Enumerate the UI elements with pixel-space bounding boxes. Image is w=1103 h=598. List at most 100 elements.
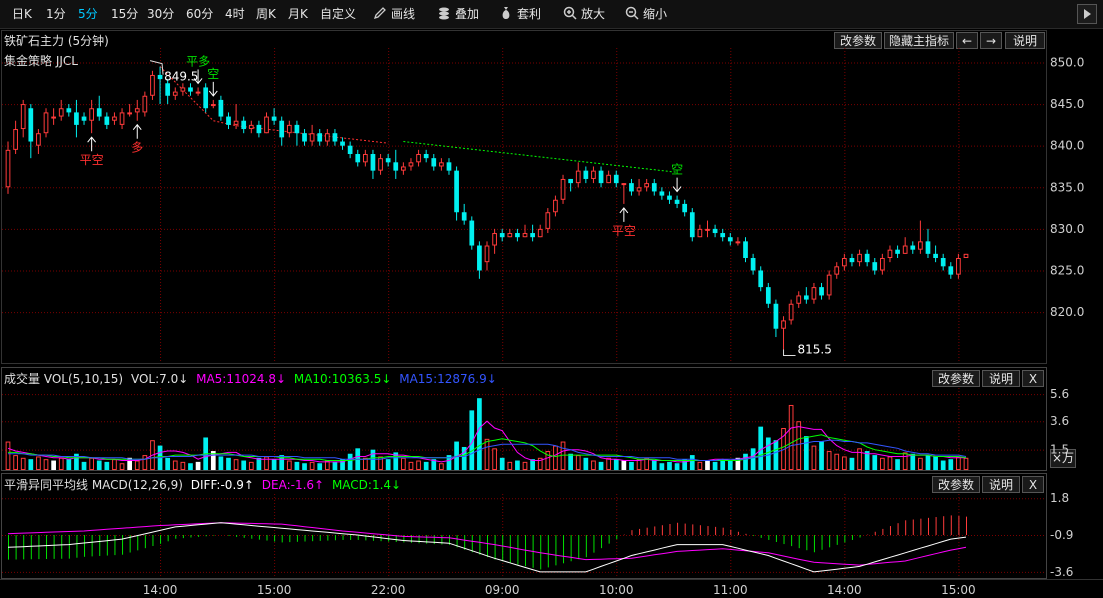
main-btn-4[interactable]: 说明 [1005, 32, 1045, 49]
macd-btn-2[interactable]: X [1022, 476, 1044, 493]
volume-bar [309, 461, 315, 471]
period-tab-9[interactable]: 自定义 [320, 7, 357, 21]
candle-body [423, 154, 429, 159]
volume-bar [89, 457, 94, 471]
candle-body [697, 228, 703, 238]
volume-bar [271, 459, 277, 470]
candle-body [195, 91, 201, 94]
vol-ma15: MA15:12876.9↓ [399, 372, 497, 386]
red-trend-line [159, 66, 389, 144]
vol-value: VOL:7.0↓ [130, 372, 189, 386]
volume-bar [925, 455, 931, 470]
volume-bar [819, 441, 824, 470]
volume-bar [362, 457, 368, 471]
volume-bar [324, 460, 330, 471]
tool-zoom-out-button[interactable]: 缩小 [625, 0, 667, 28]
vol-ma5: MA5:11024.8↓ [196, 372, 287, 386]
volume-bar [765, 437, 771, 470]
toolbar-more-button[interactable] [1077, 4, 1097, 24]
volume-bar [484, 438, 490, 471]
period-tab-8[interactable]: 月K [288, 7, 308, 21]
volume-bar [439, 463, 444, 470]
price-tick-label: 835.0 [1050, 180, 1084, 194]
candle-body [743, 241, 748, 258]
volume-bar [218, 456, 224, 470]
candle-body [515, 233, 520, 238]
vol-btn-2[interactable]: X [1022, 370, 1044, 387]
volume-bar [553, 445, 558, 471]
macd-dea: DEA:-1.6↑ [261, 478, 325, 492]
candle-body [621, 183, 627, 186]
candle-body [150, 74, 155, 96]
tool-stack-button[interactable]: 叠加 [437, 0, 479, 28]
volume-bar [591, 460, 596, 471]
candle-body [826, 274, 832, 296]
tool-pencil-button[interactable]: 画线 [373, 0, 415, 28]
volume-bar [613, 459, 619, 470]
period-tab-0[interactable]: 日K [12, 7, 32, 21]
candle-body [849, 258, 855, 263]
volume-bar [340, 459, 345, 470]
volume-bar [241, 460, 247, 470]
period-tab-6[interactable]: 4时 [225, 7, 245, 21]
candle-body [484, 245, 490, 263]
period-tab-7[interactable]: 周K [256, 7, 276, 21]
tool-zoom-in-button[interactable]: 放大 [563, 0, 605, 28]
price-tick-label: 825.0 [1050, 263, 1084, 277]
main-btn-2[interactable]: ← [956, 32, 978, 49]
main-btn-3[interactable]: → [980, 32, 1002, 49]
candle-body [461, 212, 467, 221]
period-tab-5[interactable]: 60分 [186, 7, 214, 21]
tool-arbitrage-button[interactable]: 套利 [499, 0, 541, 28]
vol-btn-0[interactable]: 改参数 [932, 370, 980, 387]
macd-btn-0[interactable]: 改参数 [932, 476, 980, 493]
main-btn-0[interactable]: 改参数 [834, 32, 882, 49]
volume-bar [712, 461, 718, 470]
volume-bar [758, 426, 764, 470]
volume-bar [667, 461, 672, 470]
period-tab-3[interactable]: 15分 [111, 7, 139, 21]
candle-body [796, 295, 802, 304]
candle-body [264, 116, 269, 134]
macd-btn-1[interactable]: 说明 [982, 476, 1020, 493]
candle-body [302, 133, 307, 142]
candle-body [286, 124, 292, 134]
period-tab-2[interactable]: 5分 [78, 7, 98, 21]
volume-bar [689, 455, 695, 470]
volume-bar [887, 456, 893, 470]
candle-body [712, 228, 718, 234]
volume-bar [948, 459, 954, 470]
candle-body [560, 178, 566, 200]
candle-body [537, 228, 543, 238]
vol-unit-button[interactable]: ×万 [1050, 449, 1076, 468]
volume-bar [248, 461, 254, 471]
time-tick-label: 10:00 [599, 583, 634, 597]
candle-body [568, 178, 573, 184]
volume-bar [720, 459, 726, 470]
candle-body [172, 91, 178, 96]
vol-btn-1[interactable]: 说明 [982, 370, 1020, 387]
candle-body [591, 170, 596, 179]
candle-body [317, 133, 323, 142]
volume-bar [606, 457, 612, 471]
volume-bar [302, 463, 307, 470]
candle-body [142, 95, 148, 113]
volume-bar [872, 455, 878, 470]
candle-body [378, 158, 383, 171]
candle-body [324, 133, 330, 142]
volume-bar [423, 461, 429, 470]
period-tab-1[interactable]: 1分 [46, 7, 66, 21]
period-tab-4[interactable]: 30分 [147, 7, 175, 21]
candle-body [613, 174, 619, 184]
volume-bar [28, 459, 34, 470]
candle-body [948, 266, 954, 275]
candle-body [629, 183, 634, 192]
vol-label: 成交量 VOL(5,10,15) [4, 372, 124, 386]
candle-body [66, 108, 72, 113]
volume-bar [530, 459, 535, 470]
candle-body [682, 203, 688, 213]
main-btn-1[interactable]: 隐藏主指标 [884, 32, 954, 49]
volume-bar [705, 460, 710, 470]
candle-body [864, 253, 870, 263]
